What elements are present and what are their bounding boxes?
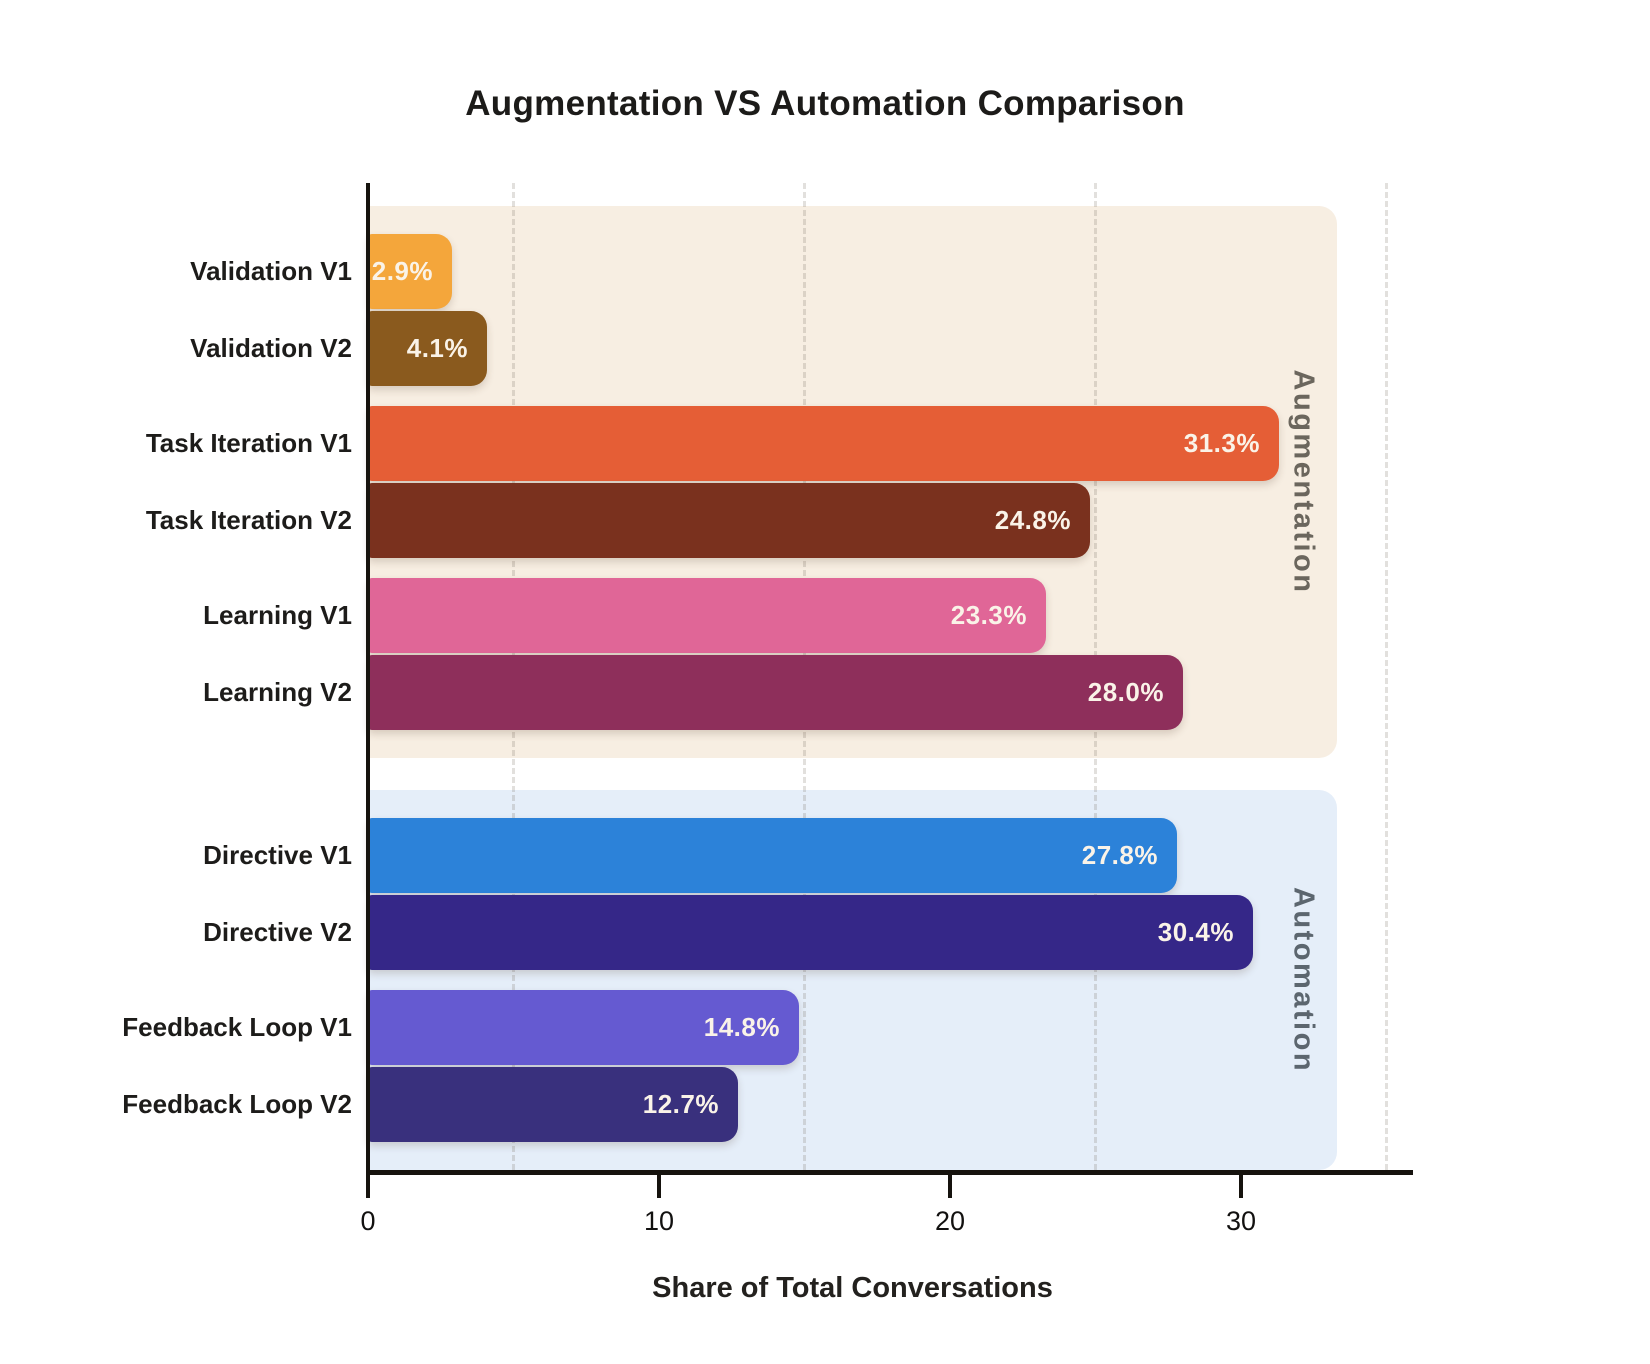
bar-directive-v2: 30.4% (368, 895, 1253, 970)
category-label-learning-v2: Learning V2 (203, 677, 352, 707)
x-tick-label-20: 20 (934, 1206, 966, 1236)
y-axis-line (366, 183, 370, 1175)
bar-validation-v1: 2.9% (368, 234, 452, 309)
bar-value-feedback-loop-v1: 14.8% (703, 1012, 780, 1042)
category-label-validation-v1: Validation V1 (190, 256, 352, 286)
bar-task-iteration-v2: 24.8% (368, 483, 1090, 558)
bar-value-validation-v1: 2.9% (371, 256, 433, 286)
bar-learning-v1: 23.3% (368, 578, 1046, 653)
bar-feedback-loop-v1: 14.8% (368, 990, 799, 1065)
bar-value-learning-v1: 23.3% (950, 600, 1027, 630)
x-tick-10 (657, 1175, 661, 1198)
bar-value-directive-v1: 27.8% (1081, 840, 1158, 870)
group-label-automation: Automation (1287, 886, 1320, 1074)
bar-learning-v2: 28.0% (368, 655, 1183, 730)
bar-value-feedback-loop-v2: 12.7% (642, 1089, 719, 1119)
bar-directive-v1: 27.8% (368, 818, 1177, 893)
bar-value-directive-v2: 30.4% (1157, 917, 1234, 947)
bar-value-validation-v2: 4.1% (406, 333, 468, 363)
x-tick-30 (1239, 1175, 1243, 1198)
chart-title: Augmentation VS Automation Comparison (465, 84, 1185, 123)
category-label-task-iteration-v1: Task Iteration V1 (145, 428, 352, 458)
category-label-task-iteration-v2: Task Iteration V2 (145, 505, 352, 535)
category-label-directive-v2: Directive V2 (203, 917, 352, 947)
bar-validation-v2: 4.1% (368, 311, 487, 386)
x-tick-20 (948, 1175, 952, 1198)
x-tick-label-10: 10 (643, 1206, 675, 1236)
bar-task-iteration-v1: 31.3% (368, 406, 1279, 481)
x-axis-label: Share of Total Conversations (652, 1272, 1053, 1304)
category-label-feedback-loop-v2: Feedback Loop V2 (122, 1089, 352, 1119)
x-axis-line (366, 1170, 1413, 1175)
x-tick-label-30: 30 (1225, 1206, 1257, 1236)
group-label-augmentation: Augmentation (1287, 369, 1320, 595)
category-label-validation-v2: Validation V2 (190, 333, 352, 363)
bar-value-task-iteration-v2: 24.8% (994, 505, 1071, 535)
gridline-x-35 (1385, 183, 1388, 1170)
bar-feedback-loop-v2: 12.7% (368, 1067, 738, 1142)
bar-value-task-iteration-v1: 31.3% (1183, 428, 1260, 458)
category-label-directive-v1: Directive V1 (203, 840, 352, 870)
x-tick-0 (366, 1175, 370, 1198)
category-label-feedback-loop-v1: Feedback Loop V1 (122, 1012, 352, 1042)
bar-value-learning-v2: 28.0% (1087, 677, 1164, 707)
category-label-learning-v1: Learning V1 (203, 600, 352, 630)
x-tick-label-0: 0 (360, 1206, 376, 1236)
